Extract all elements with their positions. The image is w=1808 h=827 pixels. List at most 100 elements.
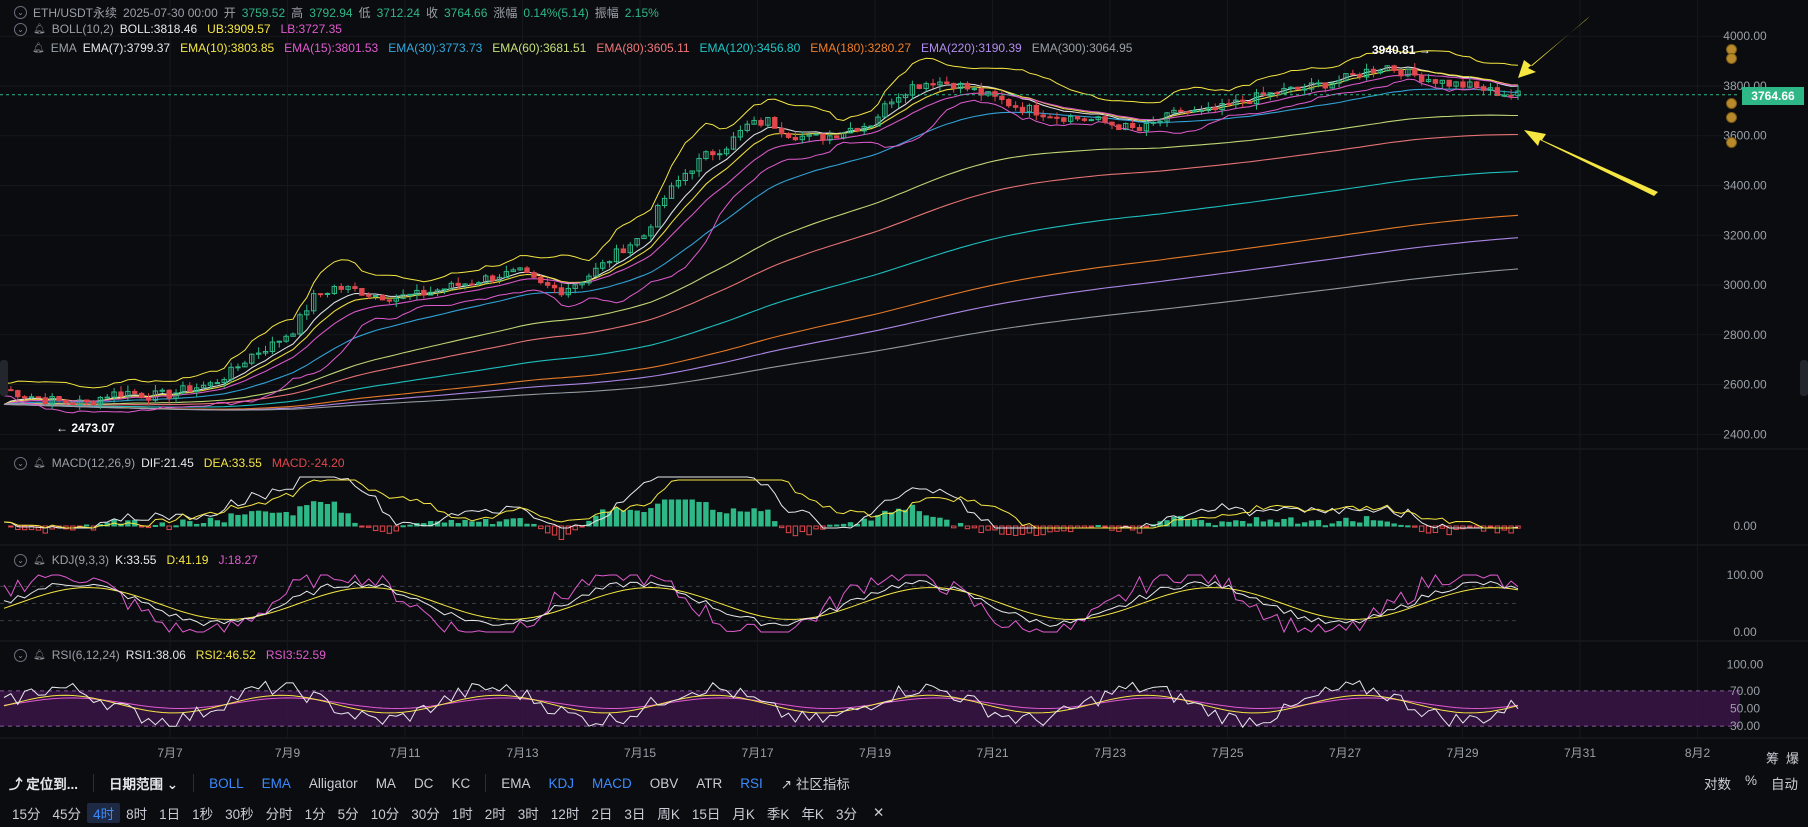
sub-indicator-button-1[interactable]: KDJ <box>548 775 574 791</box>
macd-bar <box>730 508 737 527</box>
timeframe-button-20[interactable]: 月K <box>732 806 755 822</box>
chart-canvas[interactable]: 7月7 7月9 7月11 7月13 7月15 7月17 7月19 7月21 7月23 7月25 7月… <box>0 0 1808 768</box>
candle-body <box>1246 101 1253 104</box>
timeframe-button-19[interactable]: 15日 <box>691 806 721 822</box>
candle-body <box>414 289 420 295</box>
main-indicator-button-1[interactable]: EMA <box>261 775 291 791</box>
timeframe-button-18[interactable]: 周K <box>657 806 680 822</box>
right-panel-toggle[interactable] <box>1800 360 1808 396</box>
candle-body <box>1006 99 1012 107</box>
macd-bar <box>661 499 668 527</box>
timeframe-button-8[interactable]: 1分 <box>304 806 326 822</box>
candle-body <box>593 267 599 277</box>
macd-bar <box>572 525 578 531</box>
ema-value-7: EMA(180):3280.27 <box>810 41 911 55</box>
candle-body <box>1501 94 1507 97</box>
sub-indicator-button-5[interactable]: RSI <box>740 775 763 791</box>
timeframe-button-9[interactable]: 5分 <box>337 806 359 822</box>
log-scale-toggle[interactable]: 对数 <box>1703 777 1731 792</box>
candle-body <box>90 401 97 406</box>
main-indicator-button-3[interactable]: MA <box>375 775 396 791</box>
collapse-icon[interactable]: ⌄ <box>14 553 27 567</box>
candle-body <box>703 151 709 160</box>
macd-bar <box>613 507 620 527</box>
main-indicator-button-0[interactable]: BOLL <box>209 775 244 791</box>
collapse-icon[interactable]: ⌄ <box>14 648 27 662</box>
macd-bar <box>262 511 269 527</box>
candle-body <box>276 340 282 343</box>
auto-scale-toggle[interactable]: 自动 <box>1771 777 1798 792</box>
sub-indicator-button-0[interactable]: EMA <box>501 775 531 791</box>
sub-indicator-button-3[interactable]: OBV <box>649 775 679 791</box>
bell-icon[interactable]: 🔔︎ <box>33 23 46 35</box>
coin-marker-icon[interactable] <box>1726 53 1737 64</box>
macd-value-1: DEA:33.55 <box>203 456 262 470</box>
candle-body <box>930 83 936 86</box>
liquidation-button[interactable]: 爆 <box>1786 751 1800 766</box>
macd-bar <box>978 525 984 534</box>
timeframe-button-7[interactable]: 分时 <box>265 806 293 822</box>
bell-icon[interactable]: 🔔︎ <box>33 457 46 469</box>
candle-body <box>744 123 750 131</box>
candle-body <box>200 384 207 389</box>
macd-bar <box>1184 519 1191 527</box>
locate-button[interactable]: ⤴ 定位到... <box>9 777 79 792</box>
bell-icon[interactable]: 🔔︎ <box>33 554 46 566</box>
coin-marker-icon[interactable] <box>1726 98 1737 109</box>
close-icon[interactable]: ✕ <box>872 804 885 820</box>
timeframe-button-13[interactable]: 2时 <box>484 806 506 822</box>
sub-indicator-button-2[interactable]: MACD <box>591 775 632 791</box>
timeframe-button-2[interactable]: 4时 <box>87 802 121 823</box>
chip-distribution-button[interactable]: 筹 <box>1766 751 1780 766</box>
bell-icon[interactable]: 🔔︎ <box>33 649 46 661</box>
macd-bar <box>916 511 922 527</box>
candle-body <box>448 282 455 290</box>
y-tick-label: 3000.00 <box>1723 278 1767 292</box>
collapse-icon[interactable]: ⌄ <box>14 456 27 470</box>
collapse-icon[interactable]: ⌄ <box>14 6 27 19</box>
ema-value-9: EMA(300):3064.95 <box>1031 41 1133 55</box>
macd-bar <box>42 525 48 534</box>
timeframe-button-3[interactable]: 8时 <box>126 806 148 822</box>
timeframe-button-17[interactable]: 3日 <box>624 806 646 822</box>
candle-body <box>345 286 351 290</box>
macd-bar <box>950 525 957 529</box>
timeframe-button-16[interactable]: 2日 <box>591 806 613 822</box>
timeframe-button-0[interactable]: 15分 <box>12 806 41 822</box>
timeframe-button-11[interactable]: 30分 <box>411 806 440 822</box>
candle-body <box>1136 126 1143 132</box>
timeframe-button-10[interactable]: 10分 <box>370 806 400 822</box>
timeframe-button-1[interactable]: 45分 <box>52 806 82 822</box>
collapse-icon[interactable]: ⌄ <box>14 22 27 36</box>
timeframe-button-22[interactable]: 年K <box>801 806 824 822</box>
percent-scale-toggle[interactable]: % <box>1744 773 1757 788</box>
coin-marker-icon[interactable] <box>1726 137 1737 148</box>
macd-value-2: MACD:-24.20 <box>271 456 345 470</box>
timeframe-button-6[interactable]: 30秒 <box>225 806 254 822</box>
date-range-dropdown[interactable]: 日期范围 ⌄ <box>109 777 179 792</box>
sub-indicator-button-4[interactable]: ATR <box>696 775 723 791</box>
left-panel-toggle[interactable] <box>0 360 8 396</box>
timeframe-button-4[interactable]: 1日 <box>159 806 181 822</box>
timeframe-button-21[interactable]: 季K <box>766 806 790 822</box>
macd-bar <box>393 525 399 532</box>
community-indicators-button[interactable]: ↗ 社区指标 <box>780 777 850 792</box>
macd-bar <box>1295 523 1301 527</box>
timeframe-button-15[interactable]: 12时 <box>550 806 580 822</box>
main-indicator-button-4[interactable]: DC <box>413 775 434 791</box>
macd-bar <box>1143 525 1150 528</box>
timeframe-button-23[interactable]: 3分 <box>835 806 857 822</box>
x-tick-label: 8月2 <box>1685 746 1711 760</box>
macd-bar <box>235 514 241 527</box>
macd-bar <box>483 518 489 527</box>
coin-marker-icon[interactable] <box>1726 112 1737 123</box>
timeframe-button-14[interactable]: 3时 <box>517 806 539 822</box>
main-indicator-button-5[interactable]: KC <box>451 775 471 791</box>
timeframe-button-5[interactable]: 1秒 <box>192 806 214 822</box>
y-tick-label: 4000.00 <box>1723 29 1767 43</box>
macd-bar <box>544 525 551 534</box>
ema-line-ema30 <box>3 88 1519 406</box>
main-indicator-button-2[interactable]: Alligator <box>308 775 358 791</box>
bell-icon[interactable]: 🔔︎ <box>32 42 45 54</box>
timeframe-button-12[interactable]: 1时 <box>451 806 473 822</box>
